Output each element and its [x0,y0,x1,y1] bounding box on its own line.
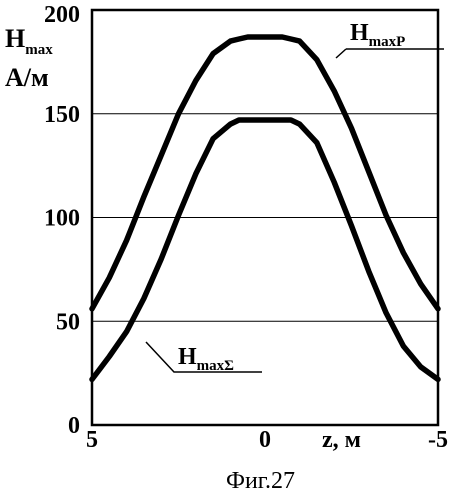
x-axis-label: z, м [322,427,361,453]
x-tick-label: -5 [428,427,448,453]
x-tick-label: 5 [86,427,98,453]
x-tick-label: 0 [259,427,271,453]
series-callouts [145,48,444,373]
y-tick-labels: 0 50 100 150 200 [44,2,80,439]
y-tick-label: 100 [44,206,80,232]
series-line-maxP [89,34,441,312]
callout-leader-maxP [335,48,347,59]
y-tick-label: 150 [44,102,80,128]
plot-frame [90,8,440,427]
y-tick-label: 0 [68,413,80,439]
series-label-maxSigma: HmaxΣ [178,344,234,374]
series-label-maxP: HmaxP [350,20,405,50]
series-lines [89,34,441,383]
y-tick-label: 200 [44,2,80,28]
y-tick-label: 50 [56,309,80,335]
y-axis-label: Hmax [5,24,53,58]
y-axis-unit: А/м [5,63,49,92]
callout-leader-maxSigma [145,341,262,373]
grid-lines [92,113,438,322]
series-line-maxSigma [89,117,441,383]
x-tick-labels: 5 0 -5 [86,427,448,453]
figure-caption: Фиг.27 [226,468,295,494]
